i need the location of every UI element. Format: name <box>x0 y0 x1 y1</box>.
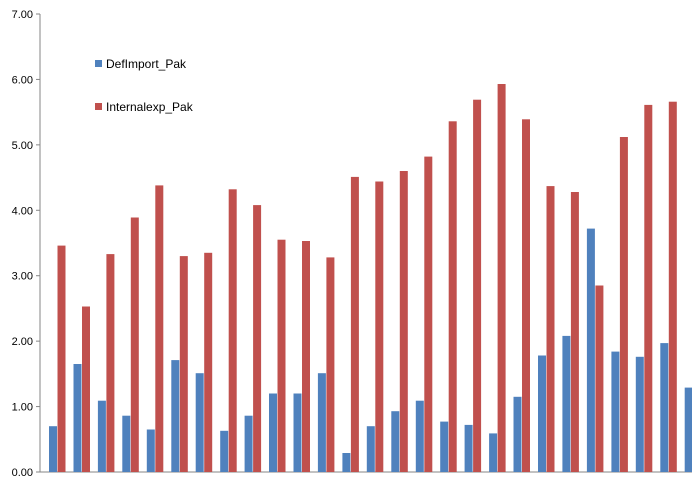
bar-internalexp-pak <box>424 156 433 472</box>
bar-defimport-pak <box>538 355 546 472</box>
bar-internalexp-pak <box>253 205 262 472</box>
bar-internalexp-pak <box>644 104 653 473</box>
bar-internalexp-pak <box>106 254 115 472</box>
bar-defimport-pak <box>97 400 106 472</box>
bar-defimport-pak <box>391 411 400 472</box>
y-tick-label: 3.00 <box>12 271 33 283</box>
legend-label: Internalexp_Pak <box>106 100 194 114</box>
bar-internalexp-pak <box>375 181 384 472</box>
legend: DefImport_Pak Internalexp_Pak <box>95 57 194 114</box>
bar-defimport-pak <box>562 335 571 472</box>
bar-internalexp-pak <box>595 285 604 472</box>
bar-internalexp-pak <box>228 189 237 473</box>
bar-defimport-pak <box>269 393 277 472</box>
bar-defimport-pak <box>635 356 644 472</box>
bar-internalexp-pak <box>350 176 359 472</box>
bar-defimport-pak <box>122 415 131 472</box>
bar-internalexp-pak <box>473 99 482 472</box>
bar-defimport-pak <box>513 396 522 472</box>
bar-internalexp-pak <box>570 192 579 472</box>
bar-defimport-pak <box>195 373 204 472</box>
bars <box>49 84 692 473</box>
y-tick-label: 1.00 <box>12 402 33 414</box>
bar-internalexp-pak <box>399 171 408 472</box>
bar-internalexp-pak <box>302 241 310 472</box>
y-tick-label: 0.00 <box>12 467 33 479</box>
bar-defimport-pak <box>220 430 229 472</box>
bar-defimport-pak <box>440 421 449 472</box>
bar-internalexp-pak <box>448 121 457 473</box>
bar-defimport-pak <box>684 387 692 472</box>
bar-internalexp-pak <box>326 257 335 472</box>
bar-internalexp-pak <box>57 245 66 472</box>
bar-internalexp-pak <box>522 119 530 473</box>
y-axis-ticks: 0.00 1.00 2.00 3.00 4.00 5.00 6.00 7.00 <box>12 9 40 479</box>
legend-swatch <box>95 103 102 110</box>
bar-defimport-pak <box>146 429 155 472</box>
bar-defimport-pak <box>366 426 375 472</box>
bar-internalexp-pak <box>82 306 90 472</box>
y-tick-label: 4.00 <box>12 205 33 217</box>
bar-defimport-pak <box>73 364 82 472</box>
bar-internalexp-pak <box>668 101 677 472</box>
legend-label: DefImport_Pak <box>106 57 187 71</box>
bar-defimport-pak <box>611 351 620 472</box>
bar-defimport-pak <box>317 373 326 472</box>
bar-internalexp-pak <box>497 84 506 472</box>
bar-defimport-pak <box>293 393 302 472</box>
bar-internalexp-pak <box>546 186 555 472</box>
bar-internalexp-pak <box>204 252 213 472</box>
y-tick-label: 7.00 <box>12 9 33 21</box>
bar-defimport-pak <box>171 360 180 472</box>
bar-internalexp-pak <box>619 137 628 472</box>
y-tick-label: 2.00 <box>12 336 33 348</box>
bar-defimport-pak <box>415 400 424 472</box>
legend-swatch <box>95 60 102 67</box>
bar-internalexp-pak <box>179 256 188 472</box>
bar-defimport-pak <box>464 424 473 472</box>
bar-internalexp-pak <box>277 239 286 472</box>
bar-internalexp-pak <box>155 185 164 472</box>
y-tick-label: 6.00 <box>12 74 33 86</box>
bar-defimport-pak <box>342 453 351 472</box>
bar-defimport-pak <box>489 433 498 472</box>
bar-defimport-pak <box>49 426 57 472</box>
bar-internalexp-pak <box>130 217 139 472</box>
bar-defimport-pak <box>244 415 253 472</box>
bar-defimport-pak <box>660 343 669 472</box>
bar-defimport-pak <box>586 228 595 472</box>
y-tick-label: 5.00 <box>12 140 33 152</box>
